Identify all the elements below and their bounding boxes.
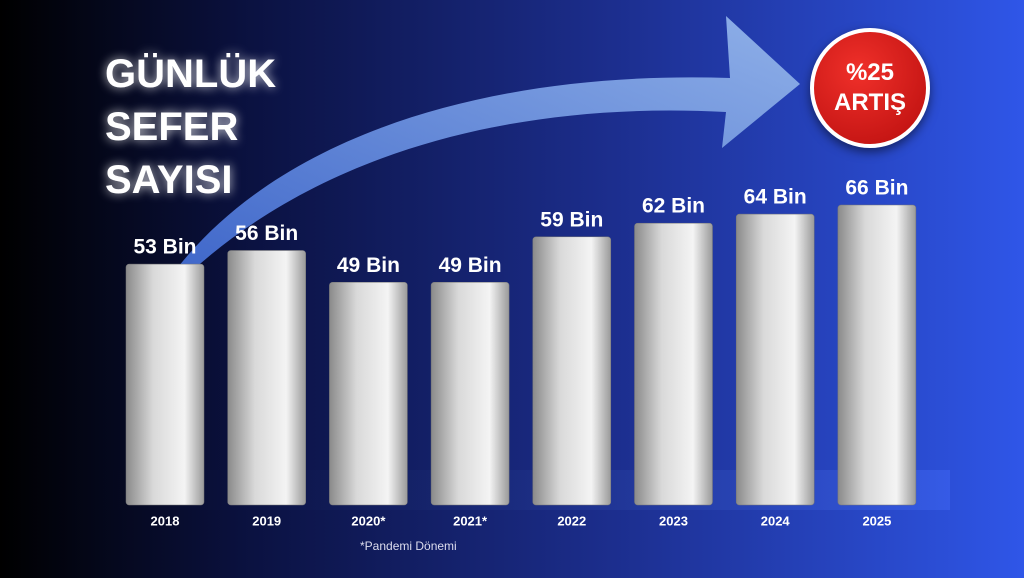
footnote: *Pandemi Dönemi (360, 539, 457, 553)
bar (227, 250, 306, 506)
bar (430, 282, 510, 506)
value-label: 49 Bin (439, 254, 502, 277)
annotation: %25 ARTIŞ (834, 59, 906, 116)
value-label: 49 Bin (337, 254, 400, 277)
value-label: 64 Bin (744, 186, 807, 209)
x-tick-label: 2020* (351, 513, 386, 528)
growth-arrow (160, 16, 800, 292)
chart-title: GÜNLÜK SEFER SAYISI (105, 52, 277, 202)
bar (634, 222, 713, 506)
x-tick-label: 2022 (557, 513, 586, 528)
x-tick-label: 2023 (659, 513, 688, 528)
bar (837, 204, 917, 506)
value-label: 62 Bin (642, 195, 705, 218)
bar (735, 213, 815, 506)
value-label: 66 Bin (845, 177, 908, 200)
bar (532, 236, 612, 506)
x-tick-label: 2021* (453, 513, 488, 528)
x-tick-label: 2018 (151, 513, 180, 528)
badge: %25 ARTIŞ (810, 28, 930, 148)
x-tick-label: 2024 (761, 513, 791, 528)
x-tick-label: 2019 (252, 513, 281, 528)
value-label: 56 Bin (235, 222, 298, 245)
x-tick-label: 2025 (862, 513, 891, 528)
bar (329, 282, 408, 506)
value-label: 59 Bin (540, 208, 603, 231)
value-label: 53 Bin (133, 236, 196, 259)
bar (125, 263, 205, 506)
